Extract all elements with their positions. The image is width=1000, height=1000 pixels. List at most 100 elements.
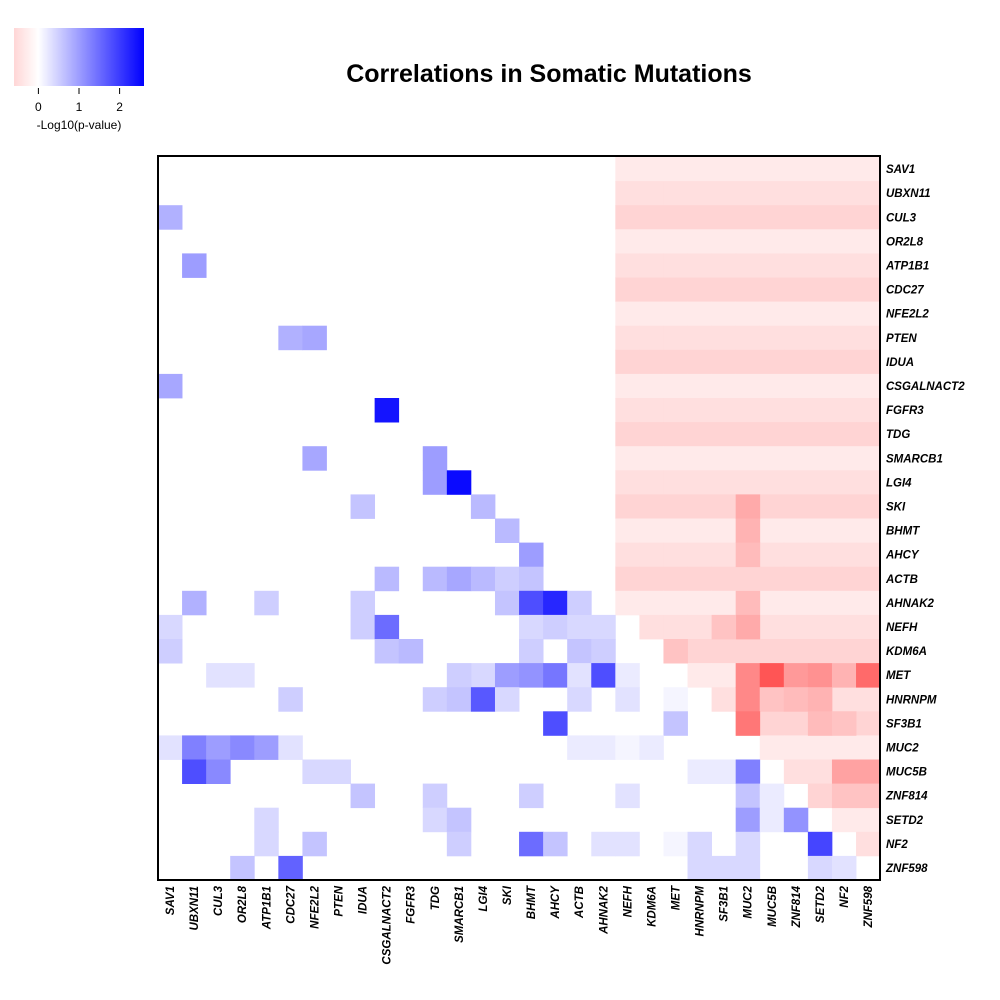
heatmap-cell-negative (783, 687, 809, 712)
heatmap-cell-positive (470, 494, 496, 519)
row-label: SETD2 (886, 815, 924, 827)
heatmap-cell-faint (687, 542, 713, 568)
row-label: BHMT (886, 526, 920, 538)
heatmap-cell-faint (687, 446, 713, 471)
heatmap-cell-positive (374, 566, 400, 592)
heatmap-cell-positive (422, 470, 448, 495)
heatmap-cell-positive (591, 614, 616, 640)
heatmap-cell-positive (543, 711, 568, 736)
heatmap-cell-positive (302, 759, 327, 784)
column-label: CDC27 (285, 885, 297, 923)
heatmap-cell-faint (615, 422, 640, 447)
heatmap-cell-positive (230, 735, 255, 760)
heatmap-cell-positive (422, 783, 448, 809)
heatmap-cell-positive (663, 831, 688, 857)
column-label: HNRNPM (695, 886, 707, 937)
heatmap-cell-faint (687, 301, 713, 327)
row-label: NFE2L2 (886, 309, 929, 321)
heatmap-cell-faint (615, 253, 640, 278)
row-labels: SAV1 UBXN11 CUL3 OR2L8 ATP1B1 CDC27 NFE2L2 PTEN… (885, 164, 965, 875)
heatmap-cell-faint (615, 494, 640, 519)
column-label: ZNF814 (791, 885, 803, 928)
heatmap-cell-positive (254, 807, 279, 833)
heatmap-cell-faint (687, 157, 713, 182)
heatmap-cell-faint (783, 181, 809, 206)
heatmap-cell-faint (759, 542, 785, 568)
heatmap-cell-faint (783, 446, 809, 471)
column-label: PTEN (334, 885, 346, 916)
heatmap-cell-positive (326, 759, 351, 784)
heatmap-cell-positive (422, 566, 448, 592)
heatmap-cell-faint (687, 373, 713, 399)
heatmap-cell-faint (663, 325, 688, 351)
heatmap-cell-faint (735, 277, 761, 302)
heatmap-cell-faint (759, 614, 785, 640)
heatmap-cell-faint (856, 735, 881, 760)
heatmap-cell-faint (807, 422, 833, 447)
heatmap-cell-positive (446, 470, 472, 495)
heatmap-cell-positive (663, 711, 688, 736)
heatmap-cell-faint (783, 590, 809, 616)
heatmap-cell-positive (254, 735, 279, 760)
heatmap-cell-positive (519, 639, 544, 664)
heatmap-cell-positive (519, 614, 544, 640)
heatmap-cell-negative (856, 663, 881, 688)
heatmap-cell-faint (711, 301, 737, 327)
heatmap-cell-faint (807, 277, 833, 302)
legend-colorbar (14, 28, 144, 86)
heatmap-cell-faint (711, 470, 737, 495)
heatmap-cell-faint (759, 349, 785, 375)
heatmap-cell-positive (543, 663, 568, 688)
heatmap-cell-faint (831, 542, 857, 568)
heatmap-cell-faint (831, 277, 857, 302)
heatmap-cell-faint (807, 566, 833, 592)
heatmap-cell-faint (783, 301, 809, 327)
heatmap-cell-faint (663, 590, 688, 616)
heatmap-cell-faint (735, 301, 761, 327)
heatmap-cell-faint (687, 614, 713, 640)
heatmap-cell-faint (831, 229, 857, 254)
heatmap-cell-faint (831, 422, 857, 447)
heatmap-cell-positive (807, 831, 833, 857)
heatmap-cell-faint (807, 446, 833, 471)
row-label: SF3B1 (886, 718, 922, 730)
column-label: SMARCB1 (454, 886, 466, 943)
heatmap-cell-positive (591, 831, 616, 857)
heatmap-cell-positive (735, 831, 761, 857)
heatmap-cell-faint (639, 301, 664, 327)
row-label: ZNF814 (885, 791, 928, 803)
heatmap-cell-faint (807, 349, 833, 375)
heatmap-cell-faint (711, 566, 737, 592)
heatmap-cell-faint (807, 470, 833, 495)
heatmap-cell-faint (783, 542, 809, 568)
heatmap-cell-faint (856, 590, 881, 616)
heatmap-cell-faint (831, 253, 857, 278)
row-label: SMARCB1 (886, 453, 943, 465)
heatmap-cell-faint (831, 157, 857, 182)
heatmap-cell-faint (735, 349, 761, 375)
column-label: SAV1 (165, 886, 177, 915)
heatmap-cell-faint (807, 205, 833, 230)
heatmap-cell-positive (182, 590, 207, 616)
heatmap-cell-negative (831, 759, 857, 784)
heatmap-cell-faint (735, 325, 761, 351)
heatmap-cell-positive (302, 325, 327, 351)
heatmap-cell-positive (567, 687, 592, 712)
column-label: KDM6A (646, 886, 658, 927)
column-label: TDG (430, 886, 442, 910)
column-label: MET (671, 885, 683, 910)
heatmap-cell-faint (711, 325, 737, 351)
heatmap-cell-faint (807, 759, 833, 784)
heatmap-cell-faint (831, 325, 857, 351)
heatmap-cell-faint (639, 253, 664, 278)
heatmap-cell-faint (856, 373, 881, 399)
heatmap-cell-faint (711, 229, 737, 254)
heatmap-cell-positive (350, 614, 376, 640)
heatmap-cell-positive (158, 614, 183, 640)
row-label: MUC5B (886, 767, 927, 779)
heatmap-cell-faint (663, 349, 688, 375)
row-label: CUL3 (886, 212, 917, 224)
heatmap-cell-positive (615, 663, 640, 688)
heatmap-cell-positive (831, 855, 857, 881)
